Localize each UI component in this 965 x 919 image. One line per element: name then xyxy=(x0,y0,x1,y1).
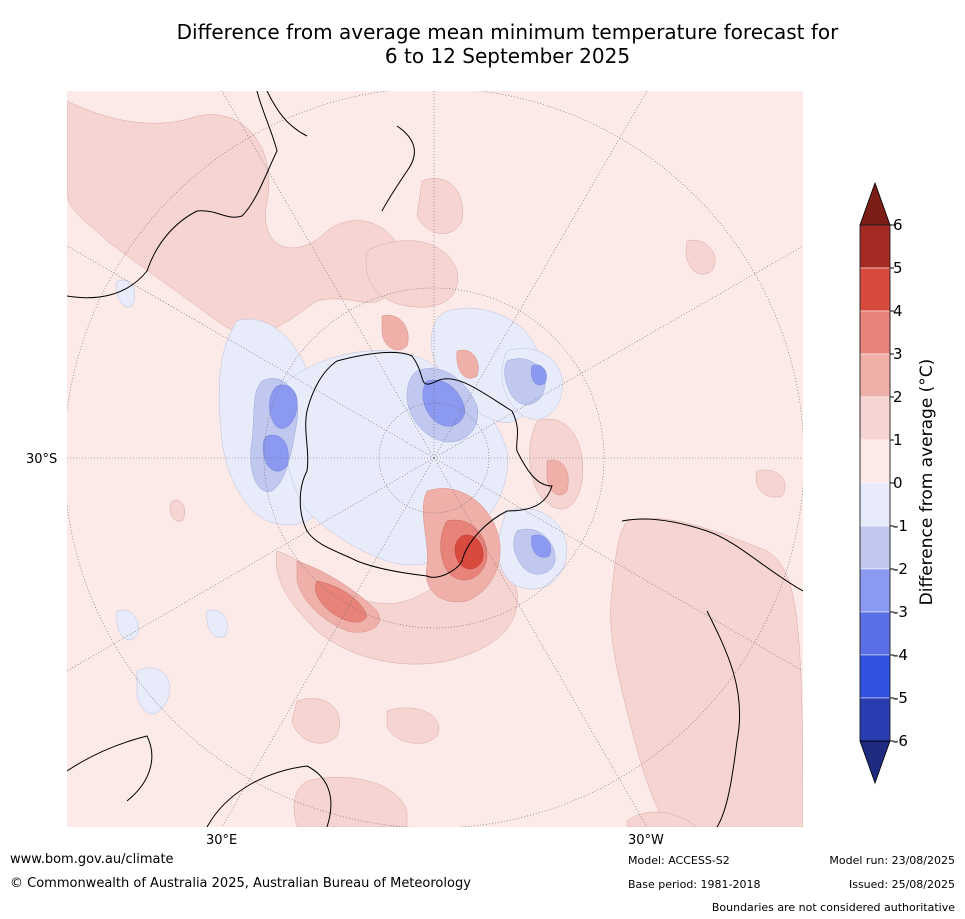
colorbar-tick-label: -6 xyxy=(893,732,908,750)
colorbar-tick-label: 5 xyxy=(893,259,903,277)
colorbar-band xyxy=(859,224,891,269)
colorbar-band xyxy=(859,568,891,613)
colorbar-tick-label: -5 xyxy=(893,689,908,707)
lon-label-30w: 30°W xyxy=(628,833,664,848)
colorbar-band xyxy=(859,353,891,398)
copyright-text: © Commonwealth of Australia 2025, Austra… xyxy=(10,876,471,891)
colorbar-tick-label: -3 xyxy=(893,603,908,621)
colorbar-tick-label: 3 xyxy=(893,345,903,363)
base-period-text: Base period: 1981-2018 xyxy=(628,878,761,891)
colorbar-tick-label: 6 xyxy=(893,216,903,234)
title-line-1: Difference from average mean minimum tem… xyxy=(176,20,839,44)
map-title: Difference from average mean minimum tem… xyxy=(0,20,965,68)
cool-anomaly-2-3 xyxy=(262,364,551,558)
colorbar-band xyxy=(859,439,891,484)
colorbar: 6 5 4 3 2 1 0 -1 -2 -3 -4 -5 -6 xyxy=(850,180,965,785)
colorbar-band xyxy=(859,310,891,355)
colorbar-tick-label: -4 xyxy=(893,646,908,664)
colorbar-band xyxy=(859,697,891,742)
colorbar-tick-label: 0 xyxy=(893,474,903,492)
colorbar-extend-top xyxy=(859,181,891,226)
south-america-coast xyxy=(621,518,803,592)
lat-label-30s: 30°S xyxy=(26,452,58,467)
coastlines xyxy=(67,91,803,827)
disclaimer-text: Boundaries are not considered authoritat… xyxy=(711,901,955,914)
colorbar-label: Difference from average (°C) xyxy=(917,358,937,606)
polar-anomaly-map xyxy=(67,91,803,827)
longitude-lines xyxy=(67,91,803,827)
colorbar-svg: 6 5 4 3 2 1 0 -1 -2 -3 -4 -5 -6 xyxy=(859,181,908,785)
colorbar-tick-label: 4 xyxy=(893,302,903,320)
model-text: Model: ACCESS-S2 xyxy=(628,854,730,867)
lon-label-30e: 30°E xyxy=(206,833,238,848)
africa-coast xyxy=(67,735,153,802)
colorbar-extend-bottom xyxy=(859,740,891,785)
colorbar-band xyxy=(859,525,891,570)
colorbar-band xyxy=(859,482,891,527)
issued-text: Issued: 25/08/2025 xyxy=(848,878,955,891)
colorbar-band xyxy=(859,396,891,441)
colorbar-band xyxy=(859,654,891,699)
colorbar-band xyxy=(859,611,891,656)
new-zealand-coast xyxy=(381,125,415,212)
colorbar-tick-label: 1 xyxy=(893,431,903,449)
model-run-text: Model run: 23/08/2025 xyxy=(829,854,955,867)
colorbar-band xyxy=(859,267,891,312)
australia-coast xyxy=(67,91,278,299)
colorbar-tick-label: -2 xyxy=(893,560,908,578)
colorbar-tick-label: 2 xyxy=(893,388,903,406)
title-line-2: 6 to 12 September 2025 xyxy=(384,44,631,68)
website-text: www.bom.gov.au/climate xyxy=(10,852,174,867)
antarctica-coast xyxy=(299,351,553,578)
colorbar-tick-label: -1 xyxy=(893,517,908,535)
